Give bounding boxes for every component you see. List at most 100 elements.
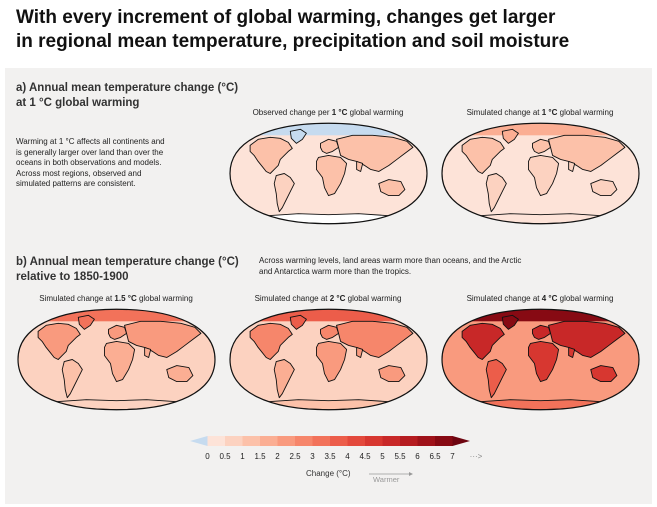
legend-label: Change (°C): [306, 469, 351, 478]
continent-europe: [532, 138, 552, 154]
continent-india: [144, 346, 152, 358]
legend-tick-label: 4: [345, 452, 350, 461]
map-label-4c: Simulated change at 4 °C global warming: [466, 294, 614, 303]
continent-africa: [527, 154, 560, 197]
continent-antarctica: [267, 213, 390, 224]
legend-swatch: [207, 436, 226, 446]
section-b-heading-line-2: relative to 1850-1900: [16, 271, 129, 283]
continent-asia: [124, 320, 202, 358]
world-map-observed-1c: [229, 122, 428, 225]
color-legend: 0 0.5 1 1.5 2 2.5 3 3.5 4 4.5 5 5.5 6 6.5 7 ···> Change…: [185, 432, 482, 492]
continent-samerica: [485, 173, 507, 213]
desc-line: Warming at 1 °C affects all continents a…: [16, 137, 165, 146]
continent-india: [568, 346, 576, 358]
continent-samerica: [61, 359, 83, 399]
legend-tick-label: 5.5: [394, 452, 406, 461]
legend-swatch: [190, 436, 208, 446]
desc-line: and Antarctica warm more than the tropic…: [259, 266, 412, 276]
continent-africa: [315, 154, 348, 197]
continent-australia: [590, 179, 618, 197]
world-map-simulated-1c: [441, 122, 640, 225]
continent-namerica: [249, 322, 293, 360]
map-outline: [229, 308, 428, 411]
title-line-2: in regional mean temperature, precipitat…: [16, 31, 570, 52]
legend-more-arrow: ···>: [469, 452, 483, 461]
figure-title: With every increment of global warming, …: [16, 6, 636, 54]
continent-greenland: [289, 314, 307, 330]
legend-tick-label: 5: [380, 452, 385, 461]
continent-australia: [378, 365, 406, 383]
desc-line: Across most regions, observed and: [16, 168, 142, 178]
continent-namerica: [461, 136, 505, 174]
warmer-arrow-icon: [369, 472, 413, 476]
map-label-simulated-1c: Simulated change at 1 °C global warming: [466, 108, 614, 117]
legend-tick-label: 2: [275, 452, 280, 461]
legend-swatch: [347, 436, 366, 446]
legend-swatch: [452, 436, 470, 446]
continent-samerica: [273, 173, 295, 213]
continent-india: [356, 346, 364, 358]
map-outline: [441, 308, 640, 411]
continent-antarctica: [479, 213, 602, 224]
legend-tick-label: 4.5: [359, 452, 371, 461]
legend-swatch: [312, 436, 331, 446]
continent-antarctica: [55, 399, 178, 410]
legend-swatch: [242, 436, 261, 446]
continent-antarctica: [479, 399, 602, 410]
continent-asia: [336, 134, 414, 172]
continent-africa: [315, 340, 348, 383]
continent-europe: [532, 324, 552, 340]
legend-swatch: [277, 436, 296, 446]
legend-direction-label: Warmer: [373, 475, 400, 484]
continent-australia: [166, 365, 194, 383]
world-map-1-5c: [17, 308, 216, 411]
legend-tick-label: 3.5: [324, 452, 336, 461]
map-label-2c: Simulated change at 2 °C global warming: [254, 294, 402, 303]
continent-greenland: [501, 128, 519, 144]
legend-tick-label: 2.5: [289, 452, 301, 461]
legend-tick-label: 1.5: [254, 452, 266, 461]
continent-africa: [527, 340, 560, 383]
legend-swatch: [295, 436, 313, 446]
map-outline: [229, 122, 428, 225]
section-b-description: Across warming levels, land areas warm m…: [259, 256, 521, 277]
map-label-1-5c: Simulated change at 1.5 °C global warmin…: [39, 294, 193, 303]
continent-asia: [336, 320, 414, 358]
continent-samerica: [273, 359, 295, 399]
legend-swatch: [225, 436, 243, 446]
continent-antarctica: [267, 399, 390, 410]
continent-australia: [378, 179, 406, 197]
continent-india: [568, 160, 576, 172]
section-a-heading-line-1: a) Annual mean temperature change (°C): [16, 82, 239, 94]
continent-australia: [590, 365, 618, 383]
continent-europe: [320, 138, 340, 154]
legend-color-bar: [190, 436, 470, 446]
legend-swatch: [330, 436, 348, 446]
desc-line: oceans in both observations and models.: [16, 158, 162, 167]
legend-tick-label: 6.5: [429, 452, 441, 461]
continent-asia: [548, 134, 626, 172]
title-line-1: With every increment of global warming, …: [16, 7, 556, 28]
continent-europe: [320, 324, 340, 340]
world-map-2c: [229, 308, 428, 411]
legend-swatch: [260, 436, 278, 446]
continent-namerica: [37, 322, 81, 360]
section-a-heading: a) Annual mean temperature change (°C) a…: [16, 81, 238, 111]
continent-europe: [108, 324, 128, 340]
legend-tick-label: 1: [240, 452, 245, 461]
continent-africa: [103, 340, 136, 383]
section-a-heading-line-2: at 1 °C global warming: [16, 97, 140, 109]
map-label-observed-1c: Observed change per 1 °C global warming: [252, 108, 404, 117]
world-map-4c: [441, 308, 640, 411]
section-a-description: Warming at 1 °C affects all continents a…: [16, 137, 165, 190]
continent-asia: [548, 320, 626, 358]
continent-india: [356, 160, 364, 172]
continent-greenland: [501, 314, 519, 330]
continent-namerica: [461, 322, 505, 360]
legend-tick-label: 7: [450, 452, 455, 461]
legend-swatch: [400, 436, 418, 446]
continent-greenland: [289, 128, 307, 144]
map-outline: [441, 122, 640, 225]
desc-line: Across warming levels, land areas warm m…: [259, 256, 522, 265]
legend-swatch: [382, 436, 401, 446]
